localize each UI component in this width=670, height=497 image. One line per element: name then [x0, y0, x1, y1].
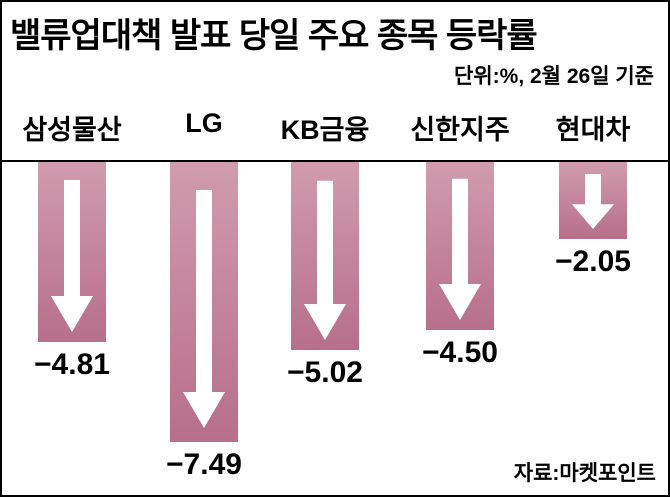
down-arrow-icon	[51, 180, 93, 332]
down-arrow-shape	[572, 174, 614, 229]
value-label-1: −7.49	[166, 448, 242, 481]
zero-baseline	[2, 160, 668, 162]
value-label-4: −2.05	[555, 245, 631, 278]
value-label-2: −5.02	[287, 356, 363, 389]
source-credit: 자료:마켓포인트	[513, 462, 656, 485]
bar-3	[426, 162, 494, 330]
category-label-1: LG	[185, 108, 223, 138]
bar-1	[170, 162, 238, 442]
down-arrow-icon	[439, 178, 481, 320]
chart-title: 밸류업대책 발표 당일 주요 종목 등락률	[10, 17, 538, 55]
down-arrow-icon	[183, 190, 225, 428]
chart-unit-note: 단위:%, 2월 26일 기준	[454, 65, 654, 88]
category-label-2: KB금융	[280, 115, 370, 145]
down-arrow-icon	[572, 174, 614, 229]
bar-2	[291, 162, 359, 350]
down-arrow-shape	[304, 180, 346, 340]
down-arrow-shape	[183, 190, 225, 428]
category-label-4: 현대차	[555, 115, 631, 145]
value-label-0: −4.81	[34, 348, 110, 381]
category-label-0: 삼성물산	[22, 115, 122, 145]
down-arrow-shape	[439, 178, 481, 320]
category-label-3: 신한지주	[410, 115, 510, 145]
value-label-3: −4.50	[422, 336, 498, 369]
bar-4	[559, 162, 627, 239]
bar-0	[38, 162, 106, 342]
down-arrow-icon	[304, 180, 346, 340]
down-arrow-shape	[51, 180, 93, 332]
